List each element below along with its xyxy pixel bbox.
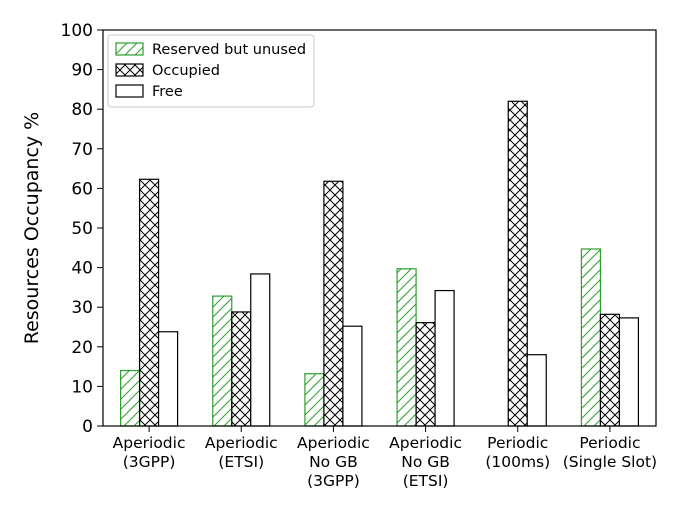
y-tick-label: 20 [71,338,93,358]
bar-occupied [231,311,252,427]
bar-free [526,354,547,427]
x-tick-label: Periodic (100ms) [485,434,550,471]
x-tick-label-line: Aperiodic [113,434,186,452]
bar-occupied [415,322,436,427]
y-tick-label: 70 [71,140,93,160]
x-tick-label-line: No GB [309,453,358,471]
bar-free [618,317,640,427]
y-tick-label: 0 [82,417,93,437]
legend-swatch [115,63,144,77]
x-tick-label-line: No GB [401,453,450,471]
y-axis-title: Resources Occupancy % [21,112,43,345]
x-tick-label: Aperiodic No GB (3GPP) [297,434,370,490]
y-tick-label: 60 [71,179,93,199]
y-tick-label: 90 [71,61,93,81]
x-tick-label-line: (ETSI) [403,472,449,490]
x-tick-label-line: (100ms) [485,453,550,471]
bar-free [250,273,271,427]
bar-occupied [599,313,621,427]
x-tick-label: Periodic (Single Slot) [563,434,657,471]
y-tick-label: 50 [71,219,93,239]
plot-frame [102,29,657,427]
y-tick-label: 100 [61,21,93,41]
bars [119,100,640,427]
x-tick-label-line: (Single Slot) [563,453,657,471]
x-tick-label: Aperiodic No GB (ETSI) [389,434,462,490]
y-tick-label: 30 [71,298,93,318]
x-tick-label-line: Periodic [487,434,548,452]
legend-swatch [115,42,144,56]
x-tick-label-line: Aperiodic [389,434,462,452]
x-axis-labels: Aperiodic (3GPP)Aperiodic (ETSI)Aperiodic N… [113,426,657,490]
bar-occupied [138,178,160,427]
y-tick-label: 80 [71,100,93,120]
x-tick-label-line: Aperiodic [297,434,370,452]
bar-free [434,289,455,427]
y-axis-ticks: 0 10 20 30 40 50 60 70 80 90 100 [61,21,103,437]
x-tick-label: Aperiodic (ETSI) [205,434,278,471]
bar-occupied [507,100,528,427]
bar-reserved [119,369,141,427]
y-tick-label: 40 [71,259,93,279]
y-tick-label: 10 [71,377,93,397]
legend-box [107,34,315,108]
x-tick-label-line: (3GPP) [307,472,360,490]
x-tick-label-line: (3GPP) [123,453,176,471]
legend-label: Occupied [152,63,220,79]
legend-label: Free [152,84,183,100]
bar-reserved [396,268,417,427]
bar-reserved [580,248,602,427]
bar-free [342,325,363,427]
legend-label: Reserved but unused [152,42,306,58]
bar-occupied [323,180,344,427]
x-tick-label-line: (ETSI) [218,453,264,471]
x-tick-label-line: Periodic [579,434,640,452]
legend: Reserved but unused Occupied Free [107,34,315,108]
bar-reserved [304,373,325,427]
x-tick-label-line: Aperiodic [205,434,278,452]
x-tick-label: Aperiodic (3GPP) [113,434,186,471]
bar-reserved [212,295,233,427]
legend-swatch [115,84,144,98]
bar-free [157,331,179,427]
